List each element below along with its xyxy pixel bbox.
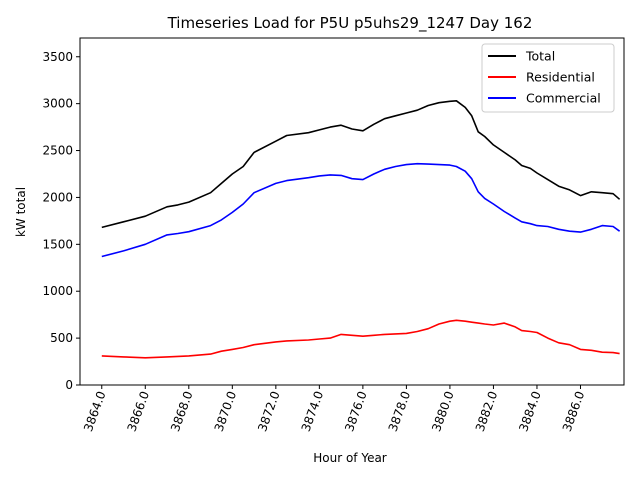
series-line-total [101, 100, 621, 229]
y-tick-label: 1500 [42, 237, 73, 251]
y-axis-label: kW total [14, 187, 28, 237]
x-tick-label: 3864.0 [81, 389, 109, 433]
x-tick-label: 3886.0 [560, 389, 588, 433]
x-tick-label: 3870.0 [212, 389, 240, 433]
y-tick-label: 0 [65, 378, 73, 392]
legend: Total Residential Commercial [481, 43, 615, 113]
x-tick-label: 3882.0 [473, 389, 501, 433]
x-axis-ticks: 3864.0 3866.0 3868.0 3870.0 3872.0 3874.0 3876… [81, 385, 587, 433]
chart-title: Timeseries Load for P5U p5uhs29_1247 Day… [167, 14, 533, 33]
x-tick-label: 3876.0 [342, 389, 370, 433]
x-axis-label: Hour of Year [313, 451, 387, 465]
x-tick-label: 3874.0 [299, 389, 327, 433]
y-tick-label: 1000 [42, 284, 73, 298]
series-lines [101, 100, 621, 359]
series-line-commercial [101, 162, 621, 258]
legend-box [481, 43, 615, 113]
y-tick-label: 2000 [42, 190, 73, 204]
legend-label-total: Total [525, 49, 555, 64]
y-tick-label: 500 [50, 331, 73, 345]
x-tick-label: 3872.0 [255, 389, 283, 433]
series-line-residential [101, 319, 620, 359]
legend-label-residential: Residential [526, 70, 595, 85]
legend-label-commercial: Commercial [526, 91, 601, 106]
x-tick-label: 3884.0 [516, 389, 544, 433]
y-tick-label: 3000 [42, 97, 73, 111]
x-tick-label: 3868.0 [168, 389, 196, 433]
y-tick-label: 2500 [42, 144, 73, 158]
x-tick-label: 3866.0 [125, 389, 153, 433]
x-tick-label: 3878.0 [386, 389, 414, 433]
y-tick-label: 3500 [42, 50, 73, 64]
x-tick-label: 3880.0 [429, 389, 457, 433]
y-axis-ticks: 0 500 1000 1500 2000 2500 3000 3500 [42, 50, 80, 392]
